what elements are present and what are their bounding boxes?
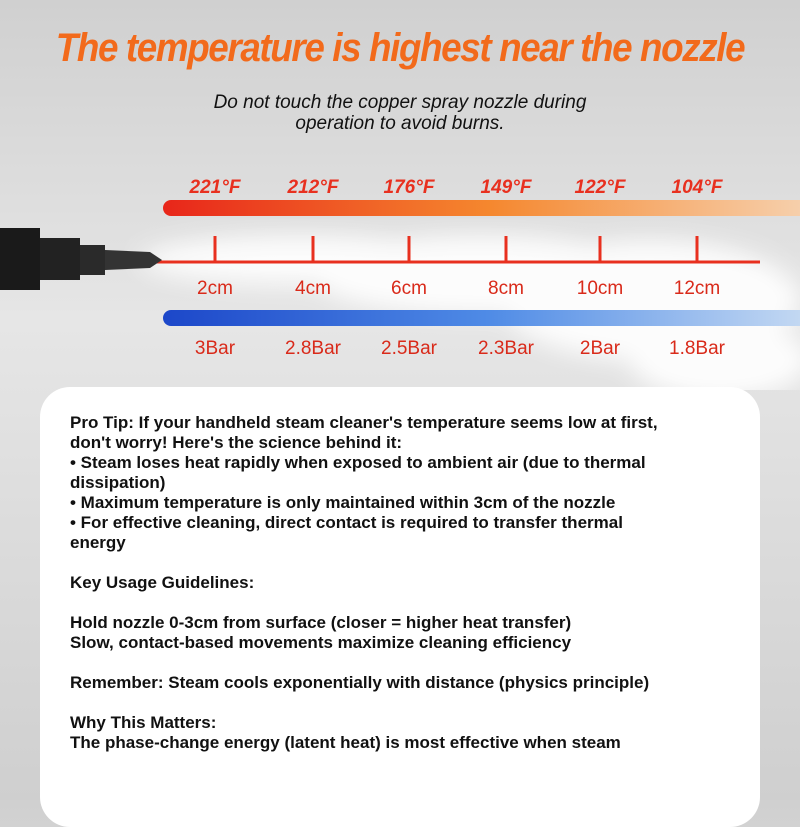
temperature-bar [163,200,800,216]
pressure-label: 3Bar [195,338,236,359]
text-block: Remember: Steam cools exponentially with… [70,673,760,693]
distance-label: 10cm [577,278,623,299]
text-block: Why This Matters: The phase-change energy… [70,713,760,753]
text-line: Slow, contact-based movements maximize c… [70,633,572,652]
text-line: • Maximum temperature is only maintained… [70,493,616,512]
text-line: The phase-change energy (latent heat) is… [70,733,621,752]
text-line: Why This Matters: [70,713,217,732]
nozzle [0,228,162,290]
text-line: don't worry! Here's the science behind i… [70,433,403,452]
text-block: Pro Tip: If your handheld steam cleaner'… [70,413,760,553]
text-line: • For effective cleaning, direct contact… [70,513,623,532]
distance-label: 4cm [295,278,331,299]
pressure-label: 2Bar [580,338,621,359]
diagram: 221°F 212°F 176°F 149°F 122°F 104°F 2cm 4cm 6cm 8… [0,177,800,390]
pressure-label: 2.8Bar [285,338,342,359]
text-line: • Steam loses heat rapidly when exposed … [70,453,646,472]
distance-label: 12cm [674,278,720,299]
pressure-label: 1.8Bar [669,338,726,359]
distance-label: 2cm [197,278,233,299]
temperature-label: 212°F [287,177,340,198]
steam [140,235,800,390]
temperature-label: 176°F [384,177,436,198]
pressure-label: 2.3Bar [478,338,535,359]
text-line: energy [70,533,126,552]
temperature-label: 104°F [672,177,724,198]
subtitle-line: Do not touch the copper spray nozzle dur… [213,92,587,113]
text-block: Hold nozzle 0-3cm from surface (closer =… [70,613,760,653]
subtitle-line: operation to avoid burns. [295,113,505,134]
distance-label: 6cm [391,278,427,299]
temperature-label: 122°F [575,177,627,198]
distance-label: 8cm [488,278,524,299]
title: The temperature is highest near the nozz… [55,26,746,70]
pressure-bar [163,310,800,326]
text-line: Pro Tip: If your handheld steam cleaner'… [70,413,658,432]
temperature-label: 149°F [481,177,533,198]
tip-card: Pro Tip: If your handheld steam cleaner'… [40,387,760,827]
subtitle: Do not touch the copper spray nozzle dur… [0,92,800,134]
page: 221°F 212°F 176°F 149°F 122°F 104°F 2cm 4cm 6cm 8… [0,0,800,800]
text-line: dissipation) [70,473,166,492]
text-block: Key Usage Guidelines: [70,573,760,593]
text-line: Key Usage Guidelines: [70,573,255,592]
pressure-label: 2.5Bar [381,338,438,359]
text-line: Hold nozzle 0-3cm from surface (closer =… [70,613,572,632]
temperature-label: 221°F [189,177,242,198]
text-line: Remember: Steam cools exponentially with… [70,673,650,692]
